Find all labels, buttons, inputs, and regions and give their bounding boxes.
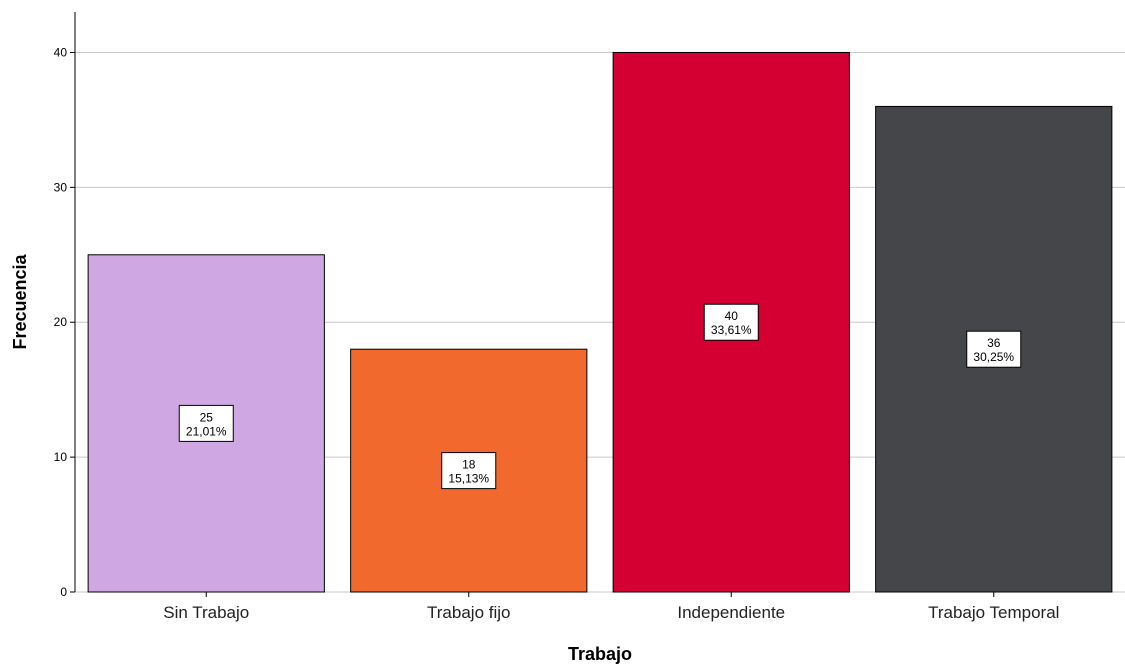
x-tick-label: Trabajo fijo <box>427 603 510 622</box>
y-tick-label: 30 <box>54 180 68 194</box>
y-tick-label: 40 <box>54 45 68 59</box>
y-axis-title: Frecuencia <box>10 253 30 349</box>
x-axis-categories: Sin Trabajo Trabajo fijo Independiente Trab… <box>163 592 1059 622</box>
data-label-percent: 15,13% <box>448 472 489 486</box>
y-tick-label: 0 <box>60 585 67 599</box>
data-label-box <box>441 452 497 490</box>
data-label-box <box>178 404 234 442</box>
data-label-percent: 21,01% <box>186 424 227 438</box>
data-label-box <box>966 330 1022 368</box>
data-label-percent: 30,25% <box>973 350 1014 364</box>
x-tick-label: Trabajo Temporal <box>928 603 1059 622</box>
x-tick-label: Independiente <box>677 603 785 622</box>
y-tick-label: 20 <box>54 315 68 329</box>
bars-group <box>87 51 1113 593</box>
x-tick-label: Sin Trabajo <box>163 603 249 622</box>
data-label-box <box>703 303 759 341</box>
data-label-count: 18 <box>462 458 476 472</box>
data-label-count: 25 <box>200 410 214 424</box>
x-axis-title: Trabajo <box>568 644 632 664</box>
data-label-percent: 33,61% <box>711 323 752 337</box>
data-label-count: 36 <box>987 336 1001 350</box>
data-label-count: 40 <box>725 309 739 323</box>
y-axis-ticks: 0 10 20 30 40 <box>54 45 75 599</box>
y-tick-label: 10 <box>54 450 68 464</box>
